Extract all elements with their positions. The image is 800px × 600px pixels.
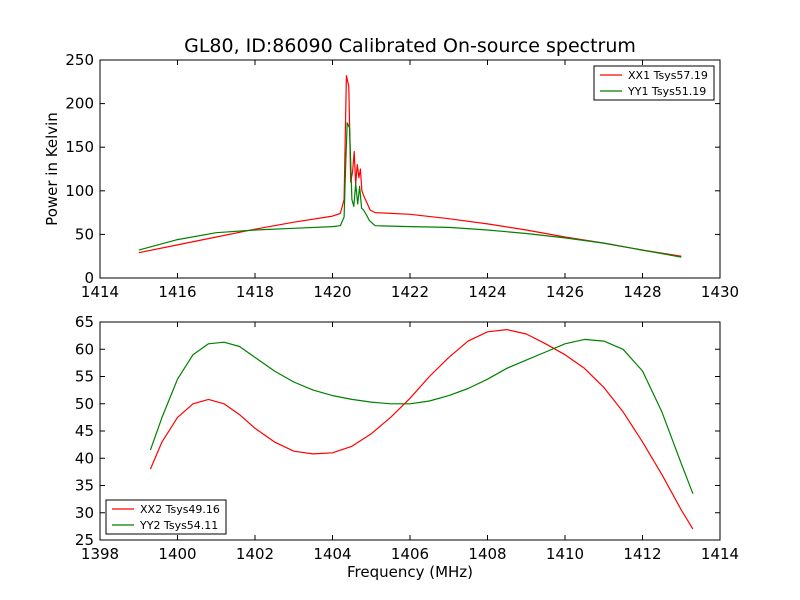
y-tick-label: 0 [84,269,94,287]
x-tick-label: 1406 [391,545,429,563]
y-tick-label: 60 [75,340,94,358]
legend: XX2 Tsys49.16 YY2 Tsys54.11 [105,499,227,535]
legend: XX1 Tsys57.19 YY1 Tsys51.19 [593,65,715,101]
y-tick-label: 25 [75,531,94,549]
x-tick-label: 1400 [158,545,196,563]
y-tick-label: 65 [75,313,94,331]
x-tick-label: 1416 [158,283,196,301]
series-line-1 [149,329,694,530]
x-tick-label: 1410 [546,545,584,563]
y-tick-label: 150 [65,138,94,156]
x-tick-label: 1414 [81,283,119,301]
y-tick-label: 40 [75,449,94,467]
y-tick-label: 55 [75,368,94,386]
series-line-1 [138,75,682,257]
x-tick-label: 1420 [313,283,351,301]
y-tick-label: 45 [75,422,94,440]
y-tick-label: 50 [75,225,94,243]
bottom-plot: 1398 1400 1402 1404 1406 1408 1410 1412 1414 25 30… [75,313,739,563]
x-tick-label: 1426 [546,283,584,301]
legend-label-2: YY1 Tsys51.19 [627,85,706,98]
x-tick-label: 1430 [701,283,739,301]
legend-box [105,499,227,535]
x-tick-label: 1418 [236,283,274,301]
y-tick-label: 200 [65,95,94,113]
x-tick-label: 1422 [391,283,429,301]
legend-label-2: YY2 Tsys54.11 [139,519,218,532]
x-axis-label: Frequency (MHz) [347,563,473,581]
x-tick-label: 1404 [313,545,351,563]
series-line-2 [149,338,694,494]
y-tick-label: 100 [65,182,94,200]
legend-label-1: XX2 Tsys49.16 [140,503,220,516]
y-axis-label: Power in Kelvin [43,112,61,226]
x-tick-label: 1424 [468,283,506,301]
x-tick-label: 1408 [468,545,506,563]
x-tick-label: 1398 [81,545,119,563]
x-tick-label: 1402 [236,545,274,563]
y-tick-label: 50 [75,395,94,413]
legend-box [593,65,715,101]
series-line-2 [138,122,682,258]
figure-title: GL80, ID:86090 Calibrated On-source spec… [184,35,636,57]
top-plot: 1414 1416 1418 1420 1422 1424 1426 1428 1430 0 50 1… [65,51,739,301]
y-tick-label: 250 [65,51,94,69]
x-tick-label: 1428 [623,283,661,301]
x-tick-label: 1412 [623,545,661,563]
legend-label-1: XX1 Tsys57.19 [628,69,708,82]
x-tick-label: 1414 [701,545,739,563]
y-tick-label: 35 [75,477,94,495]
y-tick-label: 30 [75,504,94,522]
